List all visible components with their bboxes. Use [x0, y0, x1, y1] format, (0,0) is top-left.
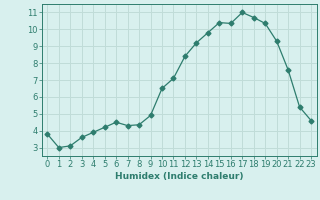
X-axis label: Humidex (Indice chaleur): Humidex (Indice chaleur)	[115, 172, 244, 181]
